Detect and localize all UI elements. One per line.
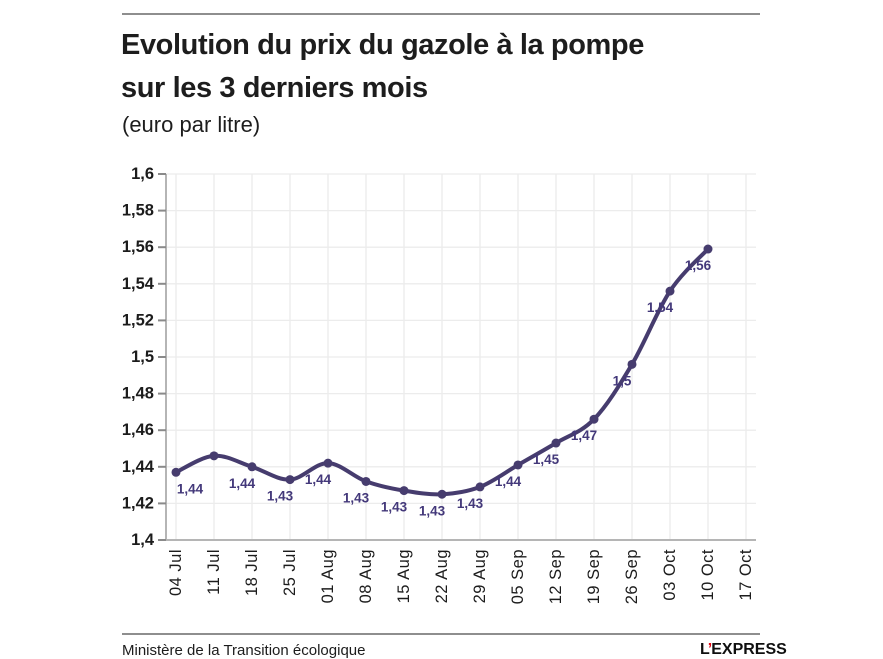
data-point bbox=[665, 286, 675, 296]
y-tick-label: 1,42 bbox=[122, 494, 154, 512]
line-chart: 1,4 1,42 1,44 1,46 1,48 1,5 1,52 1,54 1,56 1,58 1,… bbox=[0, 158, 810, 634]
data-point bbox=[627, 359, 637, 369]
logo-l: L bbox=[700, 641, 710, 658]
data-point bbox=[209, 451, 219, 461]
x-tick-label: 03 Oct bbox=[661, 549, 679, 601]
point-value-label: 1,56 bbox=[685, 258, 712, 273]
data-point bbox=[703, 244, 713, 254]
y-tick-label: 1,52 bbox=[122, 311, 154, 329]
x-tick-label: 12 Sep bbox=[547, 549, 565, 604]
x-tick-label: 17 Oct bbox=[737, 549, 755, 601]
chart-title-line1: Evolution du prix du gazole à la pompe bbox=[121, 29, 644, 61]
x-tick-label: 15 Aug bbox=[395, 549, 413, 603]
lexpress-logo: L’EXPRESS bbox=[700, 641, 787, 659]
point-value-label: 1,44 bbox=[177, 481, 204, 496]
chart-title-line2: sur les 3 derniers mois bbox=[121, 72, 428, 104]
chart-title: Evolution du prix du gazole à la pompe s… bbox=[121, 24, 781, 110]
logo-express: EXPRESS bbox=[711, 641, 787, 658]
y-tick-label: 1,44 bbox=[122, 458, 155, 476]
x-tick-label: 22 Aug bbox=[433, 549, 451, 603]
data-point bbox=[247, 462, 257, 472]
x-tick-label: 25 Jul bbox=[281, 549, 299, 596]
data-point bbox=[399, 486, 409, 496]
x-tick-label: 04 Jul bbox=[167, 549, 185, 596]
x-tick-label: 05 Sep bbox=[509, 549, 527, 604]
y-tick-label: 1,5 bbox=[131, 348, 154, 366]
data-point bbox=[551, 438, 561, 448]
point-value-label: 1,43 bbox=[381, 500, 408, 515]
x-tick-label: 26 Sep bbox=[623, 549, 641, 604]
point-value-label: 1,5 bbox=[613, 373, 632, 388]
point-value-label: 1,43 bbox=[267, 489, 294, 504]
x-tick-label: 11 Jul bbox=[205, 549, 223, 595]
y-tick-label: 1,54 bbox=[122, 275, 155, 293]
point-value-label: 1,43 bbox=[343, 490, 370, 505]
point-markers bbox=[171, 244, 713, 499]
logo-apostrophe: ’ bbox=[707, 641, 713, 658]
data-point bbox=[589, 414, 599, 424]
x-tick-label: 29 Aug bbox=[471, 549, 489, 603]
point-value-label: 1,44 bbox=[305, 472, 332, 487]
source-attribution: Ministère de la Transition écologique bbox=[122, 642, 366, 659]
data-point bbox=[171, 467, 181, 477]
point-value-label: 1,43 bbox=[457, 496, 484, 511]
data-point bbox=[323, 458, 333, 468]
bottom-divider bbox=[122, 633, 760, 635]
x-tick-label: 19 Sep bbox=[585, 549, 603, 604]
y-tick-label: 1,56 bbox=[122, 238, 154, 256]
x-tick-labels: 04 Jul 11 Jul 18 Jul 25 Jul 01 Aug 08 Aug 15 A… bbox=[167, 549, 755, 604]
y-tick-label: 1,46 bbox=[122, 421, 154, 439]
y-tick-label: 1,58 bbox=[122, 202, 154, 220]
top-divider bbox=[122, 13, 760, 15]
point-labels: 1,44 1,44 1,43 1,44 1,43 1,43 1,43 1,43 1,44 1,45… bbox=[177, 258, 712, 518]
chart-subtitle: (euro par litre) bbox=[122, 112, 261, 137]
y-tick-labels: 1,4 1,42 1,44 1,46 1,48 1,5 1,52 1,54 1,56 1,58 1,… bbox=[122, 165, 155, 549]
price-chart-svg: 1,4 1,42 1,44 1,46 1,48 1,5 1,52 1,54 1,56 1,58 1,… bbox=[122, 165, 756, 604]
data-point bbox=[475, 482, 485, 492]
data-point bbox=[437, 489, 447, 499]
point-value-label: 1,45 bbox=[533, 452, 560, 467]
point-value-label: 1,54 bbox=[647, 300, 674, 315]
point-value-label: 1,43 bbox=[419, 503, 446, 518]
y-tick-label: 1,4 bbox=[131, 531, 155, 549]
point-value-label: 1,44 bbox=[495, 474, 522, 489]
point-value-label: 1,44 bbox=[229, 476, 256, 491]
x-tick-label: 18 Jul bbox=[243, 549, 261, 596]
x-tick-label: 08 Aug bbox=[357, 549, 375, 603]
point-value-label: 1,47 bbox=[571, 428, 597, 443]
data-point bbox=[285, 475, 295, 485]
data-point bbox=[513, 460, 523, 470]
x-tick-label: 10 Oct bbox=[699, 549, 717, 601]
y-tick-label: 1,48 bbox=[122, 385, 154, 403]
data-point bbox=[361, 476, 371, 486]
y-tick-label: 1,6 bbox=[131, 165, 154, 183]
x-tick-label: 01 Aug bbox=[319, 549, 337, 603]
axes bbox=[158, 173, 756, 541]
